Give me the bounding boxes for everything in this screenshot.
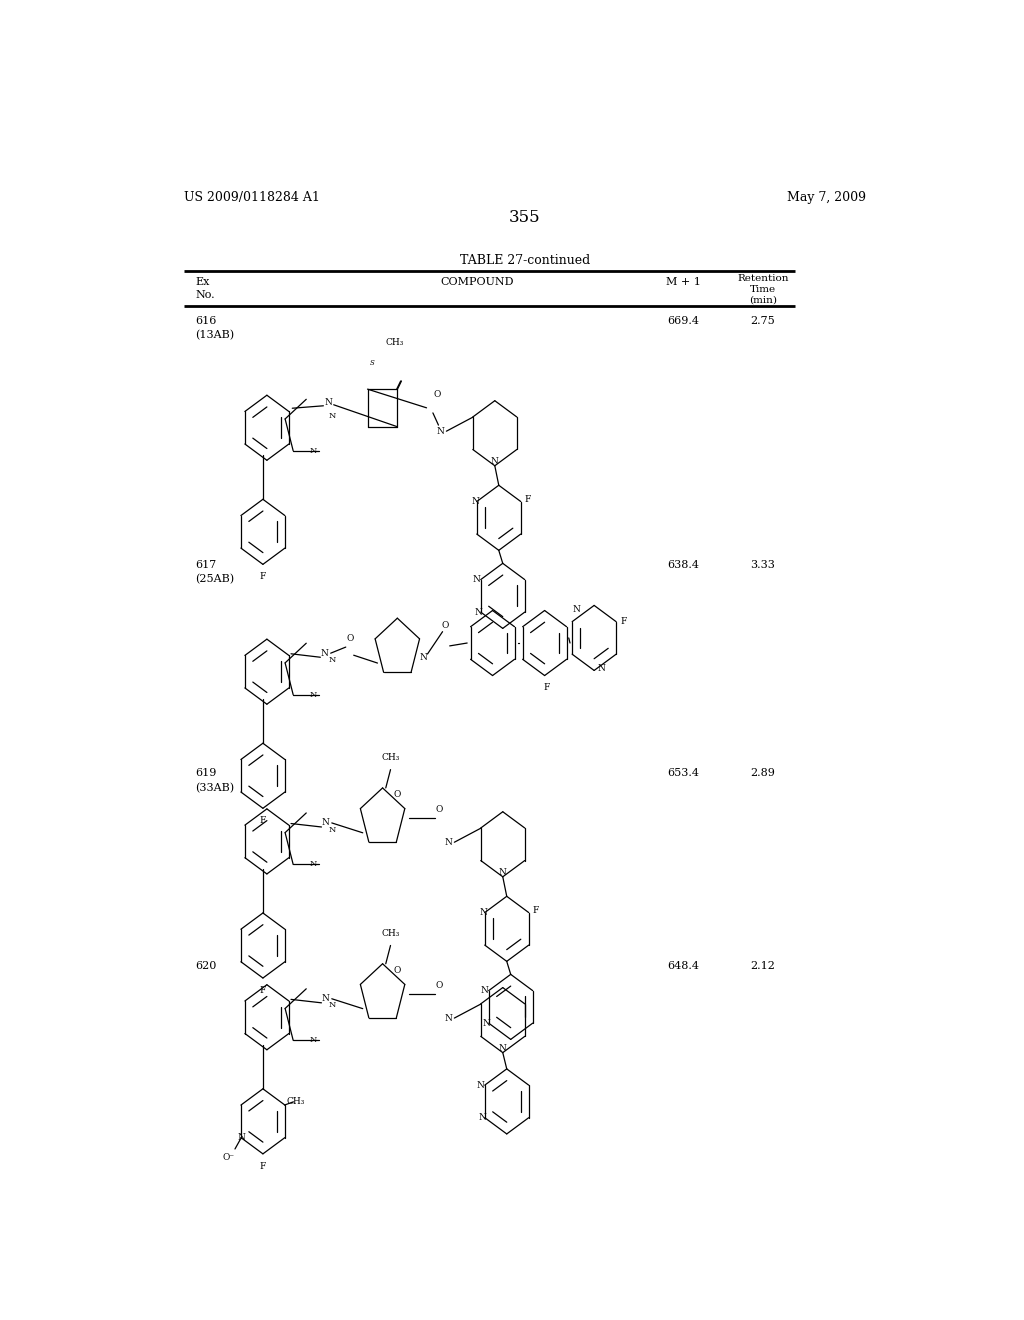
Text: N: N	[444, 838, 453, 846]
Text: O⁻: O⁻	[222, 1152, 234, 1162]
Text: N: N	[480, 908, 487, 917]
Text: N: N	[482, 1019, 490, 1028]
Text: S: S	[371, 359, 375, 367]
Text: O: O	[393, 966, 400, 975]
Text: N: N	[309, 1036, 316, 1044]
Text: N: N	[598, 664, 605, 673]
Text: (25AB): (25AB)	[196, 574, 234, 585]
Text: N: N	[478, 1113, 486, 1122]
Text: Ex
No.: Ex No.	[196, 277, 215, 300]
Text: O: O	[346, 635, 353, 643]
Text: N: N	[322, 818, 330, 828]
Text: N: N	[444, 1014, 453, 1023]
Text: CH₃: CH₃	[381, 752, 399, 762]
Text: N: N	[476, 1081, 484, 1089]
Text: 3.33: 3.33	[751, 560, 775, 570]
Text: F: F	[524, 495, 531, 504]
Text: N: N	[499, 1044, 507, 1053]
Text: (33AB): (33AB)	[196, 783, 234, 793]
Text: 653.4: 653.4	[668, 768, 699, 779]
Text: O: O	[435, 805, 443, 814]
Text: N: N	[490, 457, 499, 466]
Text: O: O	[433, 391, 440, 399]
Text: 2.89: 2.89	[751, 768, 775, 779]
Text: N: N	[309, 690, 316, 698]
Text: CH₃: CH₃	[381, 929, 399, 937]
Text: O: O	[441, 622, 449, 630]
Text: F: F	[532, 907, 539, 916]
Text: N: N	[472, 576, 480, 583]
Text: F: F	[260, 1162, 266, 1171]
Text: N: N	[309, 446, 316, 455]
Text: F: F	[260, 986, 266, 995]
Text: 355: 355	[509, 210, 541, 226]
Text: N: N	[322, 994, 330, 1003]
Text: 2.12: 2.12	[751, 961, 775, 972]
Text: M + 1: M + 1	[666, 277, 701, 288]
Text: N: N	[321, 648, 329, 657]
Text: 2.75: 2.75	[751, 315, 775, 326]
Text: F: F	[544, 684, 550, 692]
Text: CH₃: CH₃	[287, 1097, 305, 1106]
Text: N: N	[572, 605, 581, 614]
Text: (13AB): (13AB)	[196, 330, 234, 341]
Text: F: F	[260, 816, 266, 825]
Text: N: N	[480, 986, 488, 995]
Text: N: N	[309, 861, 316, 869]
Text: N: N	[238, 1133, 246, 1142]
Text: May 7, 2009: May 7, 2009	[787, 191, 866, 203]
Text: 620: 620	[196, 961, 217, 972]
Text: N: N	[329, 1002, 336, 1010]
Text: 638.4: 638.4	[668, 560, 699, 570]
Text: N: N	[325, 399, 332, 408]
Text: CH₃: CH₃	[386, 338, 404, 347]
Text: N: N	[499, 869, 507, 878]
Text: 669.4: 669.4	[668, 315, 699, 326]
Text: N: N	[329, 825, 336, 833]
Text: N: N	[329, 656, 336, 664]
Text: N: N	[437, 426, 444, 436]
Text: F: F	[260, 572, 266, 581]
Text: N: N	[329, 412, 336, 420]
Text: N: N	[472, 498, 480, 506]
Text: 617: 617	[196, 560, 217, 570]
Text: US 2009/0118284 A1: US 2009/0118284 A1	[183, 191, 319, 203]
Text: O: O	[393, 789, 400, 799]
Text: N: N	[475, 607, 482, 616]
Text: 616: 616	[196, 315, 217, 326]
Text: O: O	[435, 981, 443, 990]
Text: F: F	[621, 618, 627, 626]
Text: TABLE 27-continued: TABLE 27-continued	[460, 253, 590, 267]
Text: 619: 619	[196, 768, 217, 779]
Text: N: N	[420, 652, 427, 661]
Text: 648.4: 648.4	[668, 961, 699, 972]
Text: COMPOUND: COMPOUND	[440, 277, 514, 288]
Text: Retention
Time
(min): Retention Time (min)	[737, 275, 788, 304]
